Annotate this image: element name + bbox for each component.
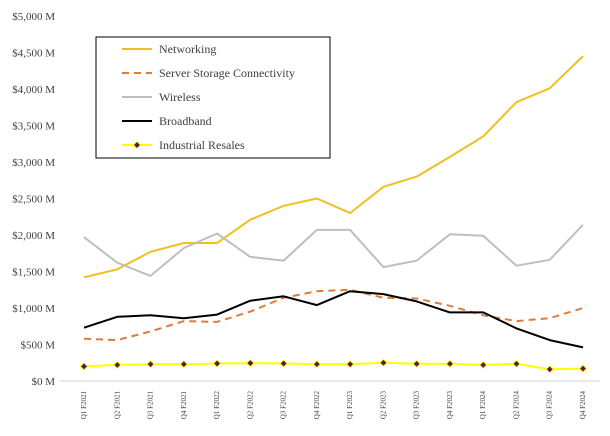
data-point-industrial-resales [179,360,188,369]
x-tick-label: Q4 F2022 [313,391,321,420]
y-tick-label: $500 M [20,340,55,352]
y-tick-label: $2,500 M [12,194,55,206]
data-point-industrial-resales [545,365,554,374]
y-axis: $0 M $500 M $1,000 M $1,500 M $2,000 M $2,500… [12,11,55,388]
x-tick-label: Q2 F2022 [246,391,254,420]
x-tick-label: Q1 F2022 [213,391,221,420]
data-point-industrial-resales [213,359,222,368]
series-layer [79,55,588,374]
legend-label-industrial-resales: Industrial Resales [159,138,245,152]
data-point-industrial-resales [113,360,122,370]
series-line-networking [83,55,584,279]
y-tick-label: $5,000 M [12,11,55,23]
x-tick-label: Q4 F2023 [446,391,454,420]
y-tick-label: $3,500 M [12,121,55,133]
legend-label-networking: Networking [159,42,216,56]
x-tick-label: Q3 F2021 [147,391,155,420]
y-tick-label: $1,000 M [12,303,55,315]
y-tick-label: $4,000 M [12,84,55,96]
data-point-industrial-resales [279,359,288,368]
series-line-server-storage-connectivity [83,288,584,342]
y-tick-label: $0 M [31,376,55,388]
legend-label-server-storage-connectivity: Server Storage Connectivity [159,66,295,80]
data-point-industrial-resales [312,360,321,369]
data-point-industrial-resales [445,359,454,368]
x-tick-label: Q3 F2024 [546,391,554,420]
legend-label-broadband: Broadband [159,114,212,128]
data-point-industrial-resales [412,359,421,368]
data-point-industrial-resales [479,360,488,370]
x-tick-label: Q4 F2024 [579,391,587,420]
legend-marker-industrial-resales [132,140,142,150]
data-point-industrial-resales [79,362,89,371]
y-tick-label: $1,500 M [12,267,55,279]
x-tick-label: Q3 F2023 [413,391,421,420]
x-tick-label: Q1 F2023 [346,391,354,420]
data-point-industrial-resales [346,360,355,369]
series-line-broadband [83,290,584,349]
legend: Networking Server Storage Connectivity Wir… [95,36,331,159]
x-tick-label: Q2 F2021 [113,391,121,420]
data-point-industrial-resales [246,359,255,368]
x-tick-label: Q1 F2024 [479,391,487,420]
data-point-industrial-resales [578,364,588,373]
y-tick-label: $2,000 M [12,230,55,242]
series-line-wireless [83,224,584,277]
x-tick-label: Q1 F2021 [80,391,88,420]
series-line-industrial-resales [83,361,584,371]
x-tick-label: Q4 F2021 [180,391,188,420]
x-tick-label: Q2 F2023 [379,391,387,420]
data-point-industrial-resales [146,360,155,369]
x-axis: Q1 F2021 Q2 F2021 Q3 F2021 Q4 F2021 Q1 F2022… [60,380,600,420]
y-tick-label: $3,000 M [12,157,55,169]
legend-label-wireless: Wireless [159,90,201,104]
data-point-industrial-resales [379,358,388,367]
x-tick-label: Q2 F2024 [512,391,520,420]
x-tick-label: Q3 F2022 [280,391,288,420]
data-point-industrial-resales [512,359,521,368]
y-tick-label: $4,500 M [12,48,55,60]
